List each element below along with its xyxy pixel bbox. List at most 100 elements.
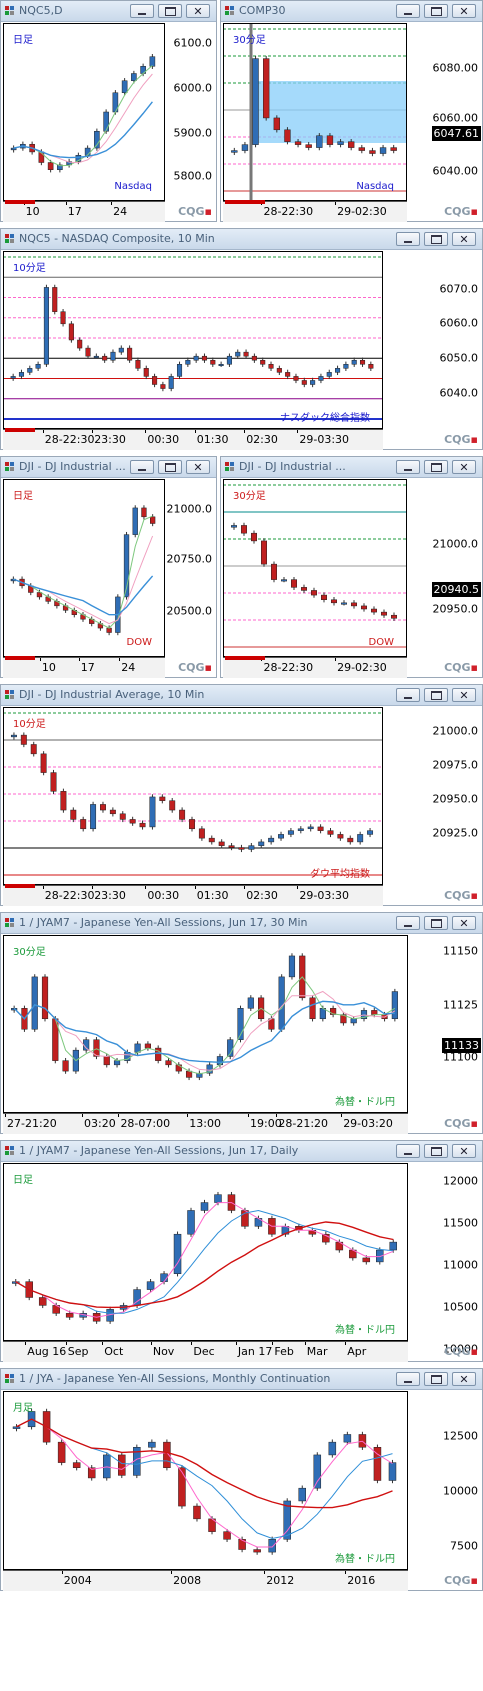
close-button[interactable]: ✕: [452, 916, 476, 930]
close-button[interactable]: ✕: [186, 460, 210, 474]
time-axis[interactable]: 28-22:30 23:30 00:30 01:30 02:30 29-03:30: [3, 429, 383, 450]
time-axis[interactable]: 27-21:20 03:20 28-07:00 13:00 19:00 28-21:20 2…: [3, 1113, 408, 1134]
window-titlebar[interactable]: NQC5 - NASDAQ Composite, 10 Min ✕: [1, 229, 482, 250]
chart-window[interactable]: 1 / JYAM7 - Japanese Yen-All Sessions, J…: [0, 912, 483, 1134]
maximize-button[interactable]: [424, 688, 448, 702]
price-axis[interactable]: 21000.0 20750.0 20500.0: [167, 479, 216, 657]
minimize-button[interactable]: [396, 4, 420, 18]
candle-body: [149, 56, 156, 67]
candle-body: [169, 800, 176, 811]
chart-plot-area[interactable]: [3, 707, 383, 885]
chart-window[interactable]: COMP30 ✕ 30分足 Nasdaq 6080.00 6060.00 6040.00 60…: [220, 0, 483, 222]
time-axis[interactable]: Aug 16 Sep Oct Nov Dec Jan 17 Feb Mar Apr: [3, 1341, 408, 1362]
minimize-button[interactable]: [396, 688, 420, 702]
close-button[interactable]: ✕: [452, 4, 476, 18]
chart-app-icon: [5, 1374, 15, 1384]
minimize-button[interactable]: [130, 460, 154, 474]
chart-plot-area[interactable]: [223, 23, 407, 201]
window-titlebar[interactable]: DJI - DJ Industrial ... ✕: [221, 457, 482, 478]
chart-window[interactable]: NQC5,D ✕ 日足 Nasdaq 6100.0 6000.0 5900.0 5800.0 1…: [0, 0, 217, 222]
price-axis[interactable]: 11150 11125 11100: [411, 935, 482, 1113]
candle-body: [243, 351, 249, 357]
candle-body: [143, 368, 149, 377]
close-button[interactable]: ✕: [452, 1372, 476, 1386]
maximize-button[interactable]: [424, 4, 448, 18]
window-titlebar[interactable]: 1 / JYAM7 - Japanese Yen-All Sessions, J…: [1, 1141, 482, 1162]
window-titlebar[interactable]: COMP30 ✕: [221, 1, 482, 22]
minimize-button[interactable]: [396, 460, 420, 474]
price-axis[interactable]: 6070.0 6060.0 6050.0 6040.0: [386, 251, 482, 429]
chart-plot-area[interactable]: [223, 479, 407, 657]
candle-body: [102, 355, 108, 361]
chart-app-icon: [5, 690, 15, 700]
close-button[interactable]: ✕: [452, 688, 476, 702]
close-button[interactable]: ✕: [186, 4, 210, 18]
candle-body: [18, 372, 25, 377]
candle-body: [376, 1249, 384, 1263]
candle-body: [200, 1202, 209, 1211]
time-axis[interactable]: 2004 2008 2012 2016: [3, 1570, 408, 1591]
price-axis-tick: 6060.00: [432, 111, 479, 125]
maximize-button[interactable]: [424, 232, 448, 246]
price-axis-tick: 20950.0: [432, 792, 479, 806]
chart-window[interactable]: DJI - DJ Industrial Average, 10 Min ✕ 10分足…: [0, 684, 483, 906]
chart-plot-area[interactable]: [3, 23, 165, 201]
window-titlebar[interactable]: DJI - DJ Industrial Average, 10 Min ✕: [1, 685, 482, 706]
maximize-button[interactable]: [424, 1144, 448, 1158]
candle-body: [361, 605, 367, 610]
candle-body: [41, 976, 49, 1020]
chart-window[interactable]: 1 / JYAM7 - Japanese Yen-All Sessions, J…: [0, 1140, 483, 1362]
instrument-label: Nasdaq: [356, 181, 394, 192]
candle-body: [35, 364, 41, 369]
price-axis[interactable]: 12500 10000 7500: [411, 1391, 482, 1570]
window-titlebar[interactable]: DJI - DJ Industrial ... ✕: [1, 457, 216, 478]
window-titlebar[interactable]: 1 / JYA - Japanese Yen-All Sessions, Mon…: [1, 1369, 482, 1390]
price-axis[interactable]: 21000.0 20975.0 20950.0 20925.0: [386, 707, 482, 885]
minimize-button[interactable]: [396, 916, 420, 930]
chart-window[interactable]: 1 / JYA - Japanese Yen-All Sessions, Mon…: [0, 1368, 483, 1591]
minimize-button[interactable]: [130, 4, 154, 18]
minimize-button[interactable]: [396, 1372, 420, 1386]
chart-plot-area[interactable]: [3, 251, 383, 429]
chart-plot-area[interactable]: [3, 1163, 408, 1341]
chart-window[interactable]: DJI - DJ Industrial ... ✕ 30分足 DOW 21000.0 20…: [220, 456, 483, 678]
price-axis[interactable]: 12000 11500 11000 10500 10000: [411, 1163, 482, 1356]
chart-plot-area[interactable]: [3, 479, 165, 657]
maximize-button[interactable]: [158, 460, 182, 474]
window-title: DJI - DJ Industrial ...: [239, 460, 346, 473]
chart-plot-area[interactable]: [3, 1391, 408, 1570]
price-axis[interactable]: 6080.00 6060.00 6040.00: [410, 23, 482, 201]
maximize-button[interactable]: [424, 460, 448, 474]
price-axis-tick: 21000.0: [432, 537, 479, 551]
chart-window[interactable]: NQC5 - NASDAQ Composite, 10 Min ✕ 10分足 ナスダッ…: [0, 228, 483, 450]
maximize-button[interactable]: [424, 916, 448, 930]
window-titlebar[interactable]: 1 / JYAM7 - Japanese Yen-All Sessions, J…: [1, 913, 482, 934]
minimize-button[interactable]: [396, 1144, 420, 1158]
price-axis[interactable]: 6100.0 6000.0 5900.0 5800.0: [168, 23, 216, 201]
maximize-button[interactable]: [158, 4, 182, 18]
candle-body: [331, 599, 337, 604]
chart-window[interactable]: DJI - DJ Industrial ... ✕ 日足 DOW 21000.0 2075…: [0, 456, 217, 678]
candle-body: [231, 150, 238, 153]
candle-body: [179, 809, 186, 820]
time-axis[interactable]: 28-22:30 29-02:30: [223, 201, 407, 222]
candle-body: [118, 1454, 126, 1476]
maximize-button[interactable]: [424, 1372, 448, 1386]
window-titlebar[interactable]: NQC5,D ✕: [1, 1, 216, 22]
price-axis-tick: 6100.0: [173, 36, 213, 50]
time-axis[interactable]: 28-22:30 29-02:30: [223, 657, 407, 678]
price-axis-tick: 6000.0: [173, 81, 213, 95]
candle-body: [285, 372, 291, 377]
chart-plot-area[interactable]: [3, 935, 408, 1113]
time-axis[interactable]: 10 17 24: [3, 657, 165, 678]
time-axis[interactable]: 10 17 24: [3, 201, 165, 222]
price-axis[interactable]: 21000.0 20950.0: [410, 479, 482, 657]
candle-body: [193, 1505, 201, 1520]
minimize-button[interactable]: [396, 232, 420, 246]
time-axis[interactable]: 28-22:30 23:30 00:30 01:30 02:30 29-03:30: [3, 885, 383, 906]
close-button[interactable]: ✕: [452, 232, 476, 246]
moving-average-line: [16, 1418, 393, 1509]
close-button[interactable]: ✕: [452, 1144, 476, 1158]
close-button[interactable]: ✕: [452, 460, 476, 474]
candle-body: [155, 1047, 162, 1061]
